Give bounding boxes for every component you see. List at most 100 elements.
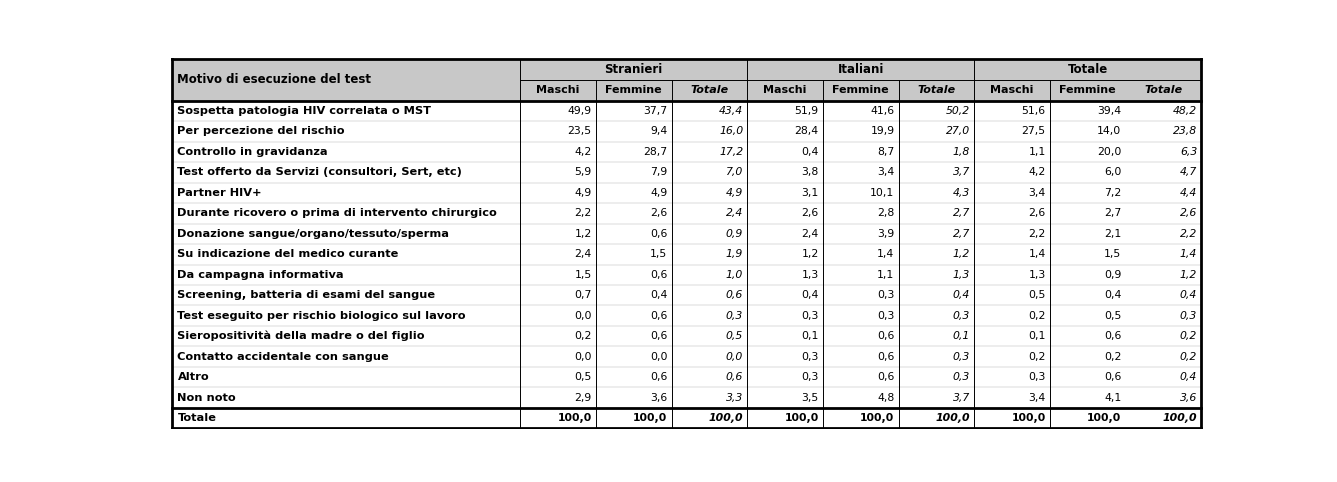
Text: 100,0: 100,0 — [785, 413, 818, 423]
Text: Su indicazione del medico curante: Su indicazione del medico curante — [178, 249, 398, 259]
Text: 0,0: 0,0 — [726, 351, 743, 362]
Text: Femmine: Femmine — [833, 85, 889, 95]
Text: 0,6: 0,6 — [877, 331, 894, 341]
Text: Contatto accidentale con sangue: Contatto accidentale con sangue — [178, 351, 389, 362]
Text: 23,8: 23,8 — [1173, 126, 1197, 136]
Text: 0,3: 0,3 — [726, 311, 743, 321]
Text: 2,2: 2,2 — [1179, 229, 1197, 239]
Text: 50,2: 50,2 — [947, 106, 971, 116]
Text: 0,0: 0,0 — [575, 351, 592, 362]
Bar — [172, 306, 1201, 326]
Text: 28,4: 28,4 — [794, 126, 818, 136]
Text: 0,4: 0,4 — [650, 290, 667, 300]
Text: 1,8: 1,8 — [953, 147, 971, 157]
Text: 0,4: 0,4 — [1179, 372, 1197, 382]
Text: Totale: Totale — [1144, 85, 1182, 95]
Text: 2,6: 2,6 — [1179, 208, 1197, 218]
Text: 2,6: 2,6 — [801, 208, 818, 218]
Text: 4,2: 4,2 — [575, 147, 592, 157]
Text: Per percezione del rischio: Per percezione del rischio — [178, 126, 345, 136]
Text: 4,8: 4,8 — [877, 392, 894, 402]
Bar — [172, 367, 1201, 388]
Text: 3,3: 3,3 — [726, 392, 743, 402]
Text: 0,6: 0,6 — [726, 372, 743, 382]
Text: 3,5: 3,5 — [801, 392, 818, 402]
Text: 0,9: 0,9 — [726, 229, 743, 239]
Text: 1,4: 1,4 — [1179, 249, 1197, 259]
Text: Femmine: Femmine — [1059, 85, 1116, 95]
Text: 2,4: 2,4 — [575, 249, 592, 259]
Text: 100,0: 100,0 — [1087, 413, 1122, 423]
Text: 10,1: 10,1 — [870, 188, 894, 198]
Bar — [172, 101, 1201, 121]
Text: 2,1: 2,1 — [1104, 229, 1122, 239]
Text: 1,2: 1,2 — [575, 229, 592, 239]
Text: 3,4: 3,4 — [1028, 188, 1046, 198]
Text: 1,5: 1,5 — [1104, 249, 1122, 259]
Text: 0,0: 0,0 — [650, 351, 667, 362]
Text: 0,3: 0,3 — [801, 311, 818, 321]
Text: 3,4: 3,4 — [1028, 392, 1046, 402]
Text: 0,3: 0,3 — [801, 372, 818, 382]
Text: 100,0: 100,0 — [709, 413, 743, 423]
Text: 37,7: 37,7 — [643, 106, 667, 116]
Text: 0,4: 0,4 — [801, 290, 818, 300]
Text: 1,4: 1,4 — [1028, 249, 1046, 259]
Text: Test eseguito per rischio biologico sul lavoro: Test eseguito per rischio biologico sul … — [178, 311, 467, 321]
Text: Durante ricovero o prima di intervento chirurgico: Durante ricovero o prima di intervento c… — [178, 208, 497, 218]
Text: 16,0: 16,0 — [719, 126, 743, 136]
Text: 0,1: 0,1 — [801, 331, 818, 341]
Text: 1,3: 1,3 — [801, 270, 818, 280]
Text: 27,0: 27,0 — [947, 126, 971, 136]
Text: 3,1: 3,1 — [801, 188, 818, 198]
Text: Motivo di esecuzione del test: Motivo di esecuzione del test — [178, 73, 372, 86]
Bar — [172, 59, 1201, 101]
Bar — [172, 285, 1201, 306]
Text: 7,9: 7,9 — [650, 167, 667, 177]
Text: 3,4: 3,4 — [877, 167, 894, 177]
Text: 1,3: 1,3 — [953, 270, 971, 280]
Text: 14,0: 14,0 — [1098, 126, 1122, 136]
Text: 100,0: 100,0 — [860, 413, 894, 423]
Text: 1,4: 1,4 — [877, 249, 894, 259]
Text: 3,9: 3,9 — [877, 229, 894, 239]
Text: 100,0: 100,0 — [1012, 413, 1046, 423]
Text: 0,3: 0,3 — [1179, 311, 1197, 321]
Text: 0,3: 0,3 — [877, 290, 894, 300]
Text: 3,6: 3,6 — [650, 392, 667, 402]
Text: 5,9: 5,9 — [575, 167, 592, 177]
Text: 2,2: 2,2 — [575, 208, 592, 218]
Text: 51,9: 51,9 — [794, 106, 818, 116]
Text: 0,5: 0,5 — [726, 331, 743, 341]
Text: 0,3: 0,3 — [801, 351, 818, 362]
Text: 1,0: 1,0 — [726, 270, 743, 280]
Text: 0,4: 0,4 — [801, 147, 818, 157]
Text: 49,9: 49,9 — [568, 106, 592, 116]
Text: Donazione sangue/organo/tessuto/sperma: Donazione sangue/organo/tessuto/sperma — [178, 229, 449, 239]
Text: 0,6: 0,6 — [726, 290, 743, 300]
Text: 0,6: 0,6 — [650, 372, 667, 382]
Text: 1,5: 1,5 — [575, 270, 592, 280]
Text: 4,3: 4,3 — [953, 188, 971, 198]
Bar — [172, 203, 1201, 224]
Text: 6,3: 6,3 — [1179, 147, 1197, 157]
Text: Italiani: Italiani — [837, 63, 884, 76]
Text: 0,4: 0,4 — [1104, 290, 1122, 300]
Text: 100,0: 100,0 — [1162, 413, 1197, 423]
Text: 1,5: 1,5 — [650, 249, 667, 259]
Text: 2,7: 2,7 — [953, 208, 971, 218]
Text: Da campagna informativa: Da campagna informativa — [178, 270, 344, 280]
Text: 0,6: 0,6 — [877, 372, 894, 382]
Text: Non noto: Non noto — [178, 392, 237, 402]
Text: 17,2: 17,2 — [719, 147, 743, 157]
Text: 4,9: 4,9 — [726, 188, 743, 198]
Text: Maschi: Maschi — [536, 85, 580, 95]
Text: 2,7: 2,7 — [1104, 208, 1122, 218]
Text: 2,8: 2,8 — [877, 208, 894, 218]
Text: 3,7: 3,7 — [953, 392, 971, 402]
Text: 0,6: 0,6 — [650, 229, 667, 239]
Text: 4,4: 4,4 — [1179, 188, 1197, 198]
Text: 4,1: 4,1 — [1104, 392, 1122, 402]
Text: 4,9: 4,9 — [575, 188, 592, 198]
Text: Screening, batteria di esami del sangue: Screening, batteria di esami del sangue — [178, 290, 436, 300]
